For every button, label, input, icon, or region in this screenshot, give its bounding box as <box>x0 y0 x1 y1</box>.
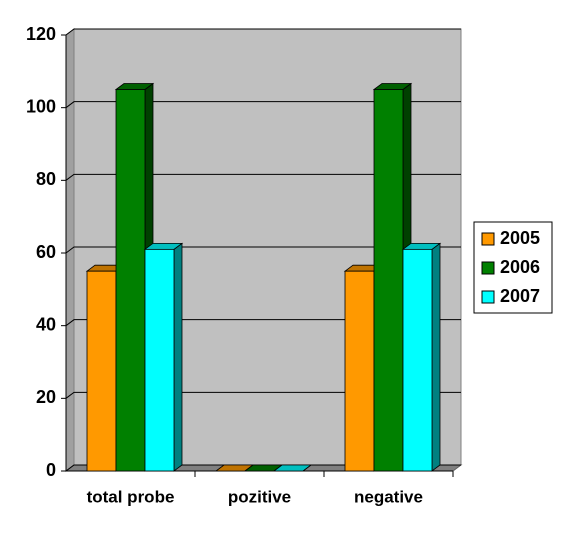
grid-line <box>65 391 461 399</box>
legend-label: 2006 <box>500 257 540 277</box>
bar-top <box>272 464 313 472</box>
bar <box>344 270 375 472</box>
legend-swatch <box>481 261 495 275</box>
y-tick-label: 40 <box>36 314 56 334</box>
grid-line <box>65 464 461 472</box>
x-tick-label: negative <box>354 487 423 506</box>
bar <box>402 248 433 472</box>
x-tick-label: pozitive <box>228 487 291 506</box>
grid-line <box>65 173 461 181</box>
y-tick-label: 0 <box>46 460 56 480</box>
bar <box>144 248 175 472</box>
bar <box>86 270 117 472</box>
legend-swatch <box>481 290 495 304</box>
bar <box>115 89 146 472</box>
bar-side <box>431 242 441 472</box>
y-tick-label: 100 <box>26 96 56 116</box>
y-tick-label: 120 <box>26 24 56 44</box>
grid-line <box>65 28 461 36</box>
grid-line <box>65 319 461 327</box>
legend-label: 2005 <box>500 228 540 248</box>
bar-side <box>173 242 183 472</box>
bar <box>373 89 404 472</box>
grid-line <box>65 246 461 254</box>
y-tick-label: 60 <box>36 242 56 262</box>
y-tick-label: 80 <box>36 169 56 189</box>
y-tick-label: 20 <box>36 387 56 407</box>
legend-swatch <box>481 232 495 246</box>
x-tick-label: total probe <box>87 487 175 506</box>
grid-line <box>65 101 461 109</box>
legend-label: 2007 <box>500 286 540 306</box>
